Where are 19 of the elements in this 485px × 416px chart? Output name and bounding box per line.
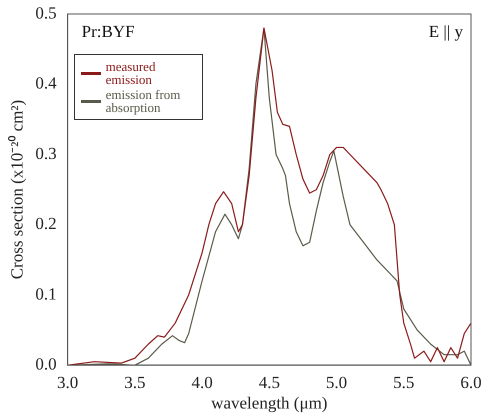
legend-label: emission from absorption [106, 87, 182, 115]
y-tick-label: 0.2 [35, 214, 57, 234]
x-tick-label: 3.0 [57, 372, 78, 392]
y-tick-label: 0.1 [35, 284, 57, 304]
y-tick-label: 0.5 [35, 3, 57, 22]
x-tick-label: 5.5 [393, 372, 414, 392]
legend-label: measured emission [106, 59, 156, 87]
x-tick-label: 4.0 [191, 372, 213, 392]
x-tick-label: 5.0 [326, 372, 348, 392]
y-tick-label: 0.0 [35, 354, 57, 374]
x-tick-label: 3.5 [124, 372, 146, 392]
y-axis-title: Cross section (x10⁻²⁰ cm²) [8, 100, 27, 280]
y-tick-label: 0.3 [35, 144, 57, 163]
y-tick-label: 0.4 [35, 74, 58, 93]
annotation: Pr:BYF [82, 22, 135, 41]
x-axis-title: wavelength (μm) [211, 393, 328, 412]
annotation: E || y [428, 22, 464, 41]
x-tick-label: 6.0 [460, 372, 482, 392]
x-tick-label: 4.5 [258, 372, 280, 392]
